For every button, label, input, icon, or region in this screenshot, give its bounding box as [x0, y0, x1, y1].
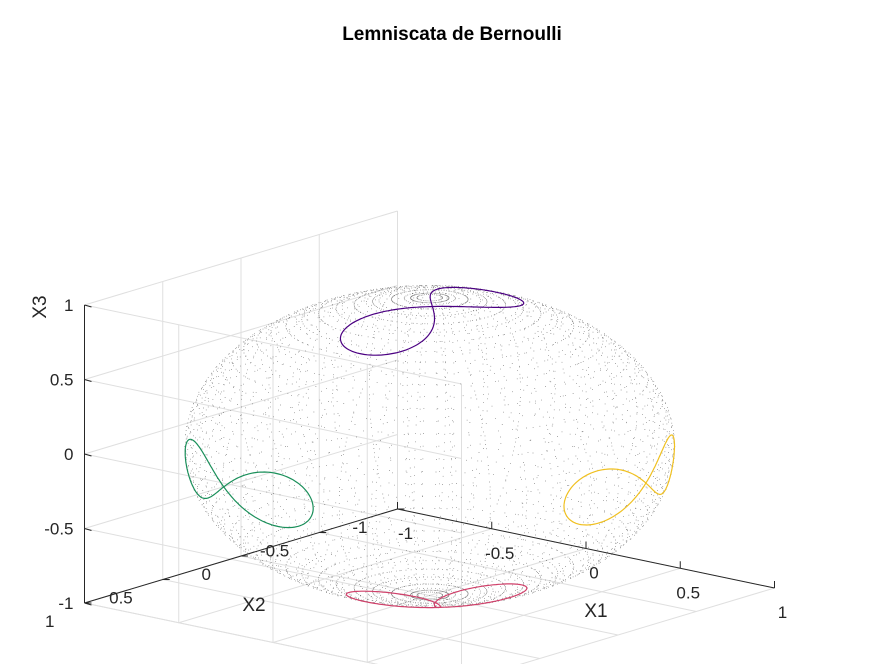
z-tick-label: -1: [58, 594, 73, 613]
x-tick-label: 1: [778, 603, 787, 622]
z-tick-mark: [84, 304, 92, 308]
z-tick-label: 1: [64, 296, 73, 315]
chart-title: Lemniscata de Bernoulli: [342, 24, 562, 45]
y-tick-label: 0: [202, 565, 211, 584]
z-tick-mark: [84, 528, 92, 531]
axis-layer: [84, 304, 775, 606]
x-tick-label: -1: [398, 524, 413, 543]
series-line-2: [184, 438, 314, 529]
series-line-4: [563, 434, 676, 526]
x-tick-label: -0.5: [485, 544, 514, 563]
z-axis-label: X3: [30, 295, 51, 318]
series-layer: [184, 286, 676, 609]
z-tick-mark: [84, 453, 92, 457]
grid-line-wall-y-horizontal: [84, 379, 462, 459]
grid-line-wall-x-horizontal: [84, 285, 398, 380]
series-line-1: [339, 286, 525, 356]
grid-line-floor-x: [519, 587, 775, 664]
tick-labels: -1 -1 -1 -0.5 -0.5 -0.5 0 0 0 0.5 0.5 0.5 1 1 1: [44, 296, 787, 631]
y-tick-label: 0.5: [109, 589, 133, 608]
y-tick-label: 1: [45, 612, 54, 631]
series-line-3: [345, 583, 528, 609]
grid-line-wall-y-horizontal: [84, 304, 462, 385]
z-tick-label: 0.5: [50, 371, 74, 390]
grid-line-floor-y: [162, 579, 540, 659]
z-tick-mark: [84, 379, 92, 382]
y-tick-label: -1: [352, 518, 367, 537]
x-axis-label: X1: [584, 601, 607, 622]
grid-line-floor-y: [84, 602, 379, 664]
y-axis-label: X2: [242, 595, 265, 616]
z-tick-label: 0: [64, 445, 73, 464]
x-tick-label: 0.5: [676, 583, 700, 602]
grid-line-wall-x-horizontal: [84, 210, 398, 306]
grid-line-floor-x: [367, 567, 681, 663]
z-tick-label: -0.5: [44, 520, 73, 539]
x-tick-label: 0: [589, 564, 598, 583]
y-tick-label: -0.5: [260, 542, 289, 561]
